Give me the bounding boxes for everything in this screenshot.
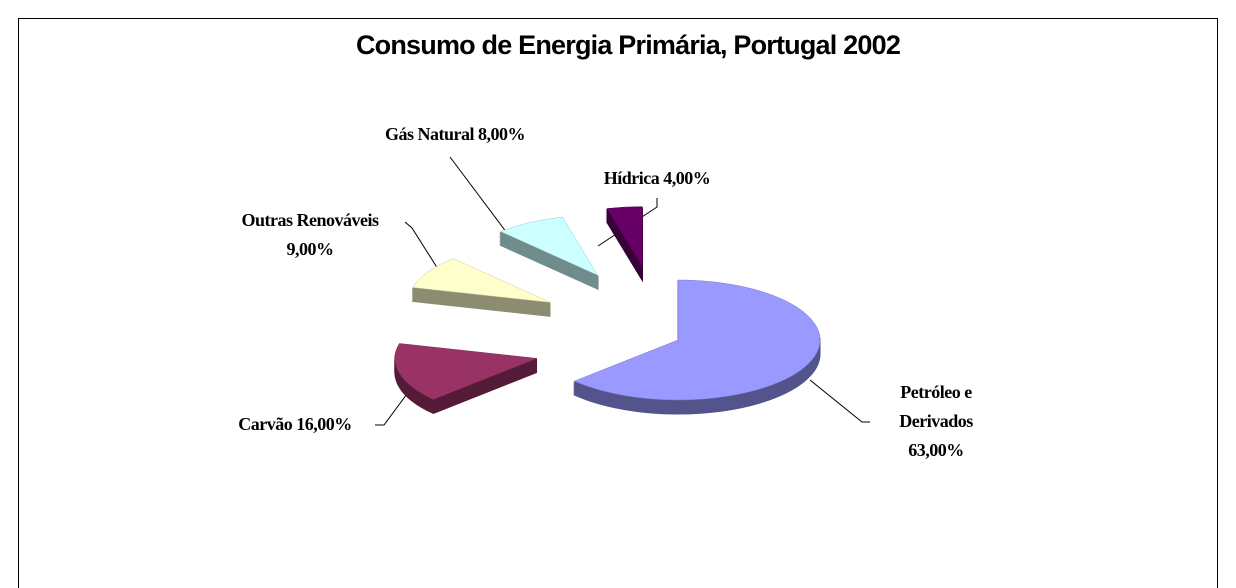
chart-title: Consumo de Energia Primária, Portugal 20… xyxy=(355,30,901,60)
data-label: Carvão 16,00% xyxy=(210,410,380,439)
category-label: Hídrica xyxy=(603,168,660,188)
chart-border xyxy=(18,18,1218,588)
data-label: Outras Renováveis 9,00% xyxy=(205,206,415,264)
value-label: 16,00% xyxy=(296,414,352,434)
category-label: Carvão xyxy=(238,414,293,434)
value-label: 63,00% xyxy=(908,440,964,460)
data-label: Petróleo e Derivados 63,00% xyxy=(872,378,1000,465)
slice xyxy=(573,279,821,401)
data-label: Hídrica 4,00% xyxy=(557,164,757,193)
leader-line xyxy=(809,379,870,423)
category-label: Gás Natural xyxy=(385,124,475,144)
slice xyxy=(394,343,538,400)
value-label: 4,00% xyxy=(663,168,711,188)
value-label: 9,00% xyxy=(286,239,335,259)
data-label: Gás Natural 8,00% xyxy=(335,120,575,149)
category-label: Outras Renováveis xyxy=(241,210,380,230)
category-label: Petróleo e Derivados xyxy=(899,382,973,431)
slice xyxy=(499,216,599,276)
slice xyxy=(412,258,551,303)
slice xyxy=(606,206,643,268)
value-label: 8,00% xyxy=(478,124,526,144)
